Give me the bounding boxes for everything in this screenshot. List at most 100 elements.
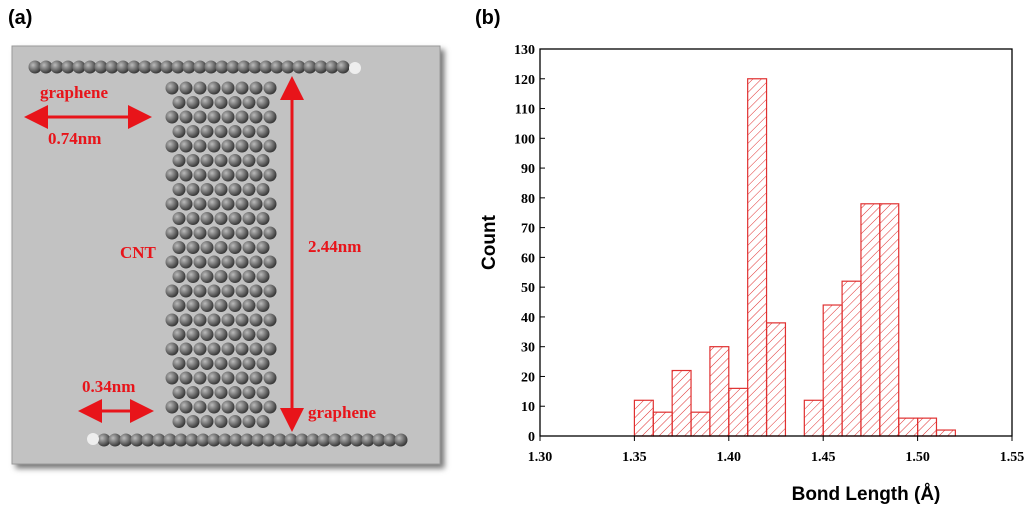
atom: [250, 314, 263, 327]
atom: [250, 401, 263, 414]
atom: [264, 111, 277, 124]
atom: [208, 227, 221, 240]
atom: [215, 241, 228, 254]
annotation: graphene: [308, 403, 376, 422]
atom: [337, 61, 350, 74]
atom: [180, 169, 193, 182]
atom: [173, 241, 186, 254]
atom: [201, 357, 214, 370]
atom: [222, 111, 235, 124]
atom: [257, 125, 270, 138]
atom: [236, 285, 249, 298]
atom: [187, 183, 200, 196]
atom: [229, 386, 242, 399]
atom: [180, 227, 193, 240]
atom: [229, 125, 242, 138]
atom: [395, 434, 408, 447]
y-tick-label: 130: [514, 43, 535, 58]
atom: [215, 154, 228, 167]
bar: [899, 418, 918, 436]
atom: [229, 328, 242, 341]
atom: [173, 270, 186, 283]
atom: [250, 343, 263, 356]
atom: [229, 357, 242, 370]
atom: [194, 314, 207, 327]
atom: [208, 343, 221, 356]
atom: [349, 62, 361, 74]
atom: [236, 401, 249, 414]
atom: [201, 270, 214, 283]
atom: [215, 357, 228, 370]
atom: [215, 270, 228, 283]
atom: [180, 343, 193, 356]
atom: [257, 183, 270, 196]
bar: [653, 412, 672, 436]
atom: [229, 212, 242, 225]
x-tick-label: 1.50: [905, 450, 930, 465]
bar: [748, 79, 767, 436]
y-tick-label: 50: [521, 281, 535, 296]
atom: [215, 415, 228, 428]
x-tick-label: 1.30: [528, 450, 553, 465]
atom: [201, 212, 214, 225]
atom: [236, 140, 249, 153]
atom: [180, 198, 193, 211]
y-tick-label: 40: [521, 311, 535, 326]
atom: [215, 328, 228, 341]
atom: [236, 169, 249, 182]
atom: [166, 111, 179, 124]
y-tick-label: 30: [521, 341, 535, 356]
bar: [823, 305, 842, 436]
atom: [194, 256, 207, 269]
atom: [257, 386, 270, 399]
atom: [201, 154, 214, 167]
atom: [257, 328, 270, 341]
atom: [173, 299, 186, 312]
atom: [194, 111, 207, 124]
atom: [194, 372, 207, 385]
atom: [222, 256, 235, 269]
atom: [257, 415, 270, 428]
atom: [222, 401, 235, 414]
atom: [229, 415, 242, 428]
atom: [250, 256, 263, 269]
atom: [229, 270, 242, 283]
atom: [208, 401, 221, 414]
atom: [187, 96, 200, 109]
atom: [180, 140, 193, 153]
bar: [861, 204, 880, 436]
atom: [166, 343, 179, 356]
atom: [201, 183, 214, 196]
atom: [166, 140, 179, 153]
y-tick-label: 0: [528, 430, 535, 445]
annotation: 2.44nm: [308, 237, 361, 256]
atom: [208, 140, 221, 153]
atom: [173, 328, 186, 341]
atom: [243, 125, 256, 138]
atom: [215, 299, 228, 312]
atom: [243, 212, 256, 225]
atom: [173, 415, 186, 428]
annotation: 0.34nm: [82, 377, 135, 396]
atom: [257, 96, 270, 109]
bar: [729, 388, 748, 436]
atom: [180, 372, 193, 385]
atom: [229, 241, 242, 254]
atom: [243, 241, 256, 254]
atom: [173, 125, 186, 138]
atom: [173, 386, 186, 399]
atom: [250, 198, 263, 211]
atom: [264, 256, 277, 269]
atom: [236, 198, 249, 211]
atom: [236, 82, 249, 95]
atom: [208, 314, 221, 327]
atom: [222, 227, 235, 240]
annotation: graphene: [40, 83, 108, 102]
atom: [264, 198, 277, 211]
atom: [243, 415, 256, 428]
atom: [257, 299, 270, 312]
atom: [187, 386, 200, 399]
atom: [257, 270, 270, 283]
atom: [229, 96, 242, 109]
atom: [180, 314, 193, 327]
